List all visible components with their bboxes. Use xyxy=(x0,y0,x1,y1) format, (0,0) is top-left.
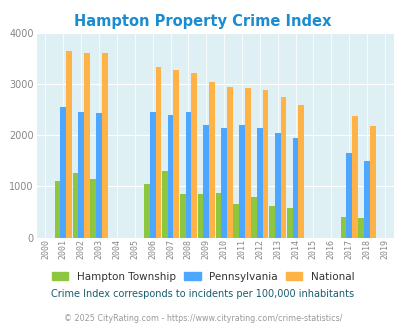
Text: Crime Index corresponds to incidents per 100,000 inhabitants: Crime Index corresponds to incidents per… xyxy=(51,289,354,299)
Bar xyxy=(369,126,375,238)
Bar xyxy=(167,115,173,238)
Bar xyxy=(55,181,60,238)
Bar xyxy=(149,112,155,238)
Text: © 2025 CityRating.com - https://www.cityrating.com/crime-statistics/: © 2025 CityRating.com - https://www.city… xyxy=(64,314,341,323)
Bar xyxy=(173,70,179,238)
Bar xyxy=(233,204,239,238)
Bar xyxy=(363,161,369,238)
Bar xyxy=(345,153,351,238)
Bar xyxy=(162,171,167,238)
Bar xyxy=(358,218,363,238)
Bar xyxy=(191,73,196,238)
Bar xyxy=(72,173,78,238)
Bar xyxy=(84,53,90,238)
Bar xyxy=(215,193,221,238)
Bar xyxy=(209,82,214,238)
Bar xyxy=(286,208,292,238)
Bar xyxy=(185,112,191,238)
Bar xyxy=(251,197,256,238)
Bar xyxy=(280,97,286,238)
Legend: Hampton Township, Pennsylvania, National: Hampton Township, Pennsylvania, National xyxy=(47,268,358,286)
Bar xyxy=(221,128,226,238)
Bar xyxy=(66,51,72,238)
Bar xyxy=(351,116,357,238)
Bar xyxy=(226,87,232,238)
Bar xyxy=(262,90,268,238)
Bar xyxy=(102,53,107,238)
Bar xyxy=(292,138,298,238)
Bar xyxy=(239,124,244,238)
Bar xyxy=(269,206,274,238)
Bar xyxy=(244,88,250,238)
Bar xyxy=(340,217,345,238)
Bar xyxy=(256,128,262,238)
Bar xyxy=(274,133,280,238)
Bar xyxy=(197,194,203,238)
Bar xyxy=(96,113,102,238)
Bar xyxy=(203,124,209,238)
Bar xyxy=(298,105,303,238)
Bar xyxy=(90,179,96,238)
Bar xyxy=(179,194,185,238)
Text: Hampton Property Crime Index: Hampton Property Crime Index xyxy=(74,14,331,29)
Bar xyxy=(78,112,84,238)
Bar xyxy=(144,184,149,238)
Bar xyxy=(60,107,66,238)
Bar xyxy=(155,67,161,238)
